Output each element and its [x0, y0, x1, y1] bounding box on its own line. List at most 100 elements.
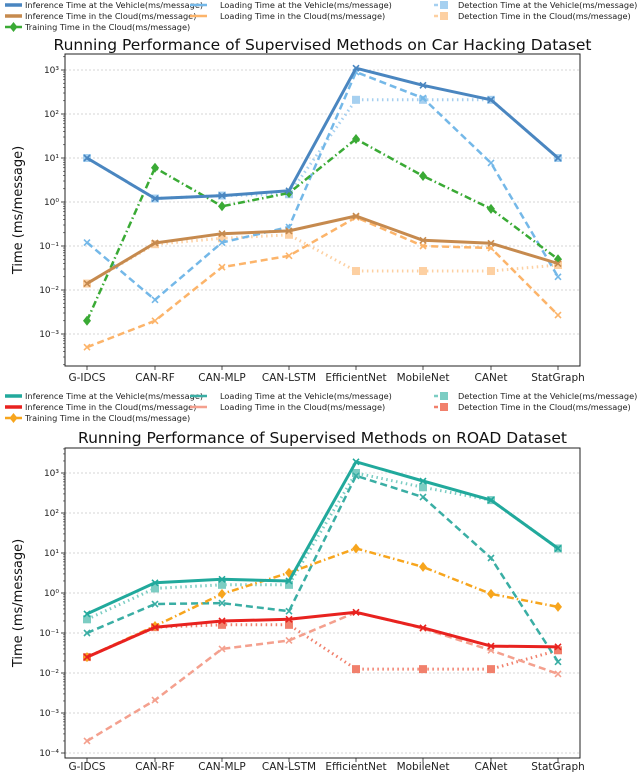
- legend-item: Detection Time in the Cloud(ms/message): [434, 11, 631, 21]
- series-line: [85, 137, 559, 322]
- data-point: [487, 642, 495, 650]
- y-tick-label: 10²: [44, 509, 59, 519]
- data-point: [83, 610, 91, 618]
- legend-handle-marker: [9, 413, 18, 423]
- data-point: [218, 263, 226, 271]
- data-point: [151, 696, 159, 704]
- x-tick-label: CAN-RF: [135, 761, 175, 772]
- x-tick-label: CAN-MLP: [198, 372, 245, 384]
- x-axis: G-IDCS CAN-RF CAN-MLP CAN-LSTM EfficientNet M…: [68, 758, 585, 772]
- legend-label: Inference Time in the Cloud(ms/message): [25, 402, 196, 412]
- data-point: [419, 624, 427, 632]
- legend-item: Training Time in the Cloud(ms/message): [5, 413, 190, 423]
- y-axis: 10⁻³ 10⁻² 10⁻¹ 10⁰ 10¹ 10² 10³: [39, 56, 580, 366]
- data-point: [218, 234, 226, 243]
- data-point: [218, 201, 226, 212]
- data-point: [487, 588, 495, 599]
- legend-label: Loading Time in the Cloud(ms/message): [220, 402, 385, 412]
- x-tick-label: CAN-LSTM: [262, 372, 316, 384]
- data-point: [419, 483, 427, 492]
- data-point: [487, 239, 495, 247]
- data-point: [151, 239, 159, 247]
- data-point: [285, 636, 293, 645]
- legend-label: Detection Time in the Cloud(ms/message): [458, 11, 631, 21]
- data-point: [352, 665, 360, 674]
- data-point: [487, 665, 495, 674]
- x-tick-label: StatGraph: [531, 372, 585, 384]
- legend-label: Loading Time at the Vehicle(ms/message): [220, 391, 392, 401]
- data-point: [487, 96, 495, 104]
- x-tick-label: CANet: [475, 372, 508, 384]
- legend-item: Inference Time at the Vehicle(ms/message…: [5, 391, 203, 401]
- data-point: [83, 154, 91, 162]
- data-point: [285, 580, 293, 589]
- data-point: [218, 192, 226, 200]
- plot-area: [83, 458, 562, 745]
- x-tick-label: EfficientNet: [325, 761, 386, 772]
- series-line: [86, 547, 559, 659]
- x-tick-label: G-IDCS: [68, 372, 105, 384]
- y-tick-label: 10⁻³: [39, 330, 59, 340]
- legend-item: Loading Time in the Cloud(ms/message): [190, 11, 385, 21]
- data-point: [554, 601, 562, 612]
- x-tick-label: CAN-MLP: [198, 761, 245, 772]
- data-point: [83, 315, 91, 326]
- x-axis: G-IDCS CAN-RF CAN-MLP CAN-LSTM EfficientNet M…: [68, 366, 585, 384]
- legend-handle-marker: [9, 22, 18, 32]
- series-loading-time-at-the-vehicle: [83, 472, 562, 666]
- data-point: [487, 203, 495, 214]
- data-point: [285, 607, 293, 615]
- data-point: [151, 317, 159, 325]
- chart-title: Running Performance of Supervised Method…: [78, 429, 567, 447]
- data-point: [419, 493, 427, 501]
- data-point: [419, 267, 427, 276]
- data-point: [285, 227, 293, 235]
- legend-label: Training Time in the Cloud(ms/message): [24, 22, 190, 32]
- y-axis-label: Time (ms/message): [11, 146, 26, 275]
- data-point: [285, 615, 293, 623]
- data-point: [554, 646, 562, 655]
- x-tick-label: MobileNet: [397, 372, 450, 384]
- y-tick-label: 10⁰: [44, 589, 59, 599]
- series-inference-time-in-the-cloud: [83, 212, 562, 288]
- legend-label: Inference Time in the Cloud(ms/message): [25, 11, 196, 21]
- data-point: [352, 267, 360, 276]
- data-point: [83, 280, 91, 288]
- legend-label: Loading Time at the Vehicle(ms/message): [220, 0, 392, 10]
- y-tick-label: 10³: [44, 469, 59, 479]
- data-point: [554, 311, 562, 319]
- data-point: [554, 259, 562, 268]
- data-point: [151, 162, 159, 173]
- data-point: [83, 343, 91, 351]
- data-point: [83, 615, 91, 624]
- series-inference-time-at-the-vehicle: [83, 458, 562, 618]
- data-point: [285, 230, 293, 239]
- data-point: [218, 588, 226, 599]
- legend: Inference Time at the Vehicle(ms/message…: [5, 0, 637, 32]
- legend-item: Loading Time at the Vehicle(ms/message): [190, 391, 392, 401]
- data-point: [419, 242, 427, 250]
- y-axis-label: Time (ms/message): [11, 539, 26, 668]
- series-line: [86, 70, 560, 302]
- y-tick-label: 10⁰: [44, 198, 59, 208]
- series-line: [86, 460, 559, 616]
- data-point: [554, 670, 562, 678]
- y-tick-label: 10⁻⁴: [39, 749, 59, 759]
- legend-label: Inference Time at the Vehicle(ms/message…: [25, 391, 203, 401]
- legend-item: Detection Time at the Vehicle(ms/message…: [434, 0, 637, 10]
- legend-handle-marker: [440, 1, 448, 9]
- data-point: [554, 273, 562, 281]
- series-line: [86, 216, 559, 349]
- legend: Inference Time at the Vehicle(ms/message…: [5, 391, 637, 423]
- plot-area: [83, 64, 562, 351]
- y-axis: 10⁻⁴ 10⁻³ 10⁻² 10⁻¹ 10⁰ 10¹ 10² 10³: [39, 448, 580, 759]
- y-tick-label: 10⁻²: [39, 286, 59, 296]
- chart-title: Running Performance of Supervised Method…: [54, 36, 592, 54]
- data-point: [419, 94, 427, 102]
- data-point: [419, 665, 427, 674]
- series-line: [86, 233, 559, 285]
- legend-item: Detection Time at the Vehicle(ms/message…: [434, 391, 637, 401]
- legend-label: Loading Time in the Cloud(ms/message): [220, 11, 385, 21]
- data-point: [285, 187, 293, 195]
